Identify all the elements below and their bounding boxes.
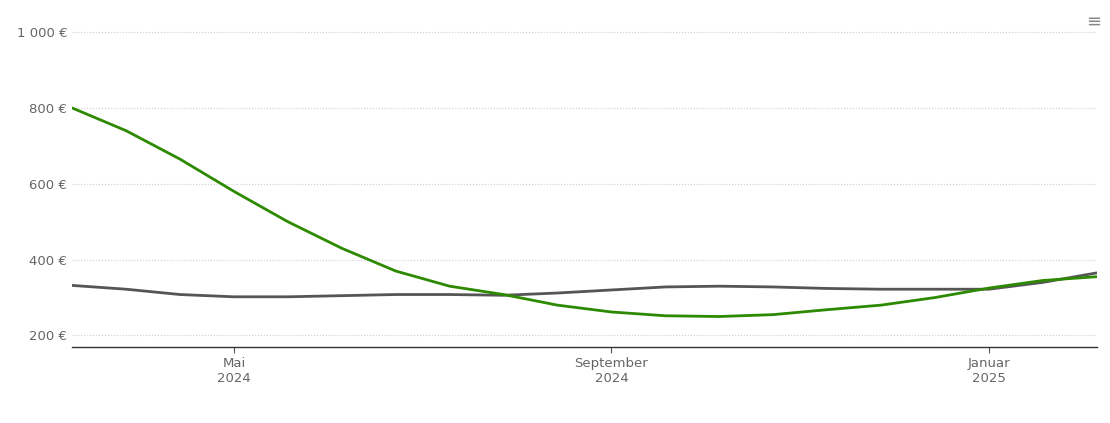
- Sackware: [658, 284, 672, 289]
- lose Ware: [658, 313, 672, 318]
- lose Ware: [173, 157, 186, 162]
- Sackware: [551, 291, 564, 296]
- lose Ware: [820, 307, 834, 312]
- lose Ware: [228, 189, 241, 194]
- Sackware: [65, 283, 79, 288]
- lose Ware: [388, 269, 402, 274]
- lose Ware: [443, 284, 456, 289]
- lose Ware: [928, 295, 941, 300]
- lose Ware: [1090, 274, 1103, 279]
- Line: Sackware: Sackware: [72, 273, 1097, 297]
- lose Ware: [335, 246, 349, 251]
- Sackware: [1036, 280, 1049, 285]
- lose Ware: [767, 312, 780, 317]
- lose Ware: [605, 310, 618, 315]
- Sackware: [605, 288, 618, 293]
- Line: lose Ware: lose Ware: [72, 108, 1097, 316]
- Sackware: [713, 284, 726, 289]
- Sackware: [1090, 270, 1103, 275]
- Sackware: [281, 294, 294, 299]
- lose Ware: [713, 314, 726, 319]
- Sackware: [335, 293, 349, 298]
- Sackware: [497, 293, 511, 298]
- Sackware: [875, 287, 888, 292]
- lose Ware: [875, 302, 888, 308]
- Sackware: [767, 284, 780, 289]
- Sackware: [388, 292, 402, 297]
- Sackware: [228, 294, 241, 299]
- Sackware: [928, 287, 941, 292]
- Sackware: [820, 286, 834, 291]
- Text: ≡: ≡: [1086, 13, 1101, 31]
- lose Ware: [982, 286, 996, 291]
- lose Ware: [120, 128, 133, 133]
- Sackware: [120, 287, 133, 292]
- lose Ware: [551, 302, 564, 308]
- lose Ware: [281, 219, 294, 224]
- Sackware: [443, 292, 456, 297]
- lose Ware: [497, 292, 511, 297]
- lose Ware: [65, 105, 79, 110]
- Sackware: [173, 292, 186, 297]
- lose Ware: [1036, 278, 1049, 283]
- Sackware: [982, 287, 996, 292]
